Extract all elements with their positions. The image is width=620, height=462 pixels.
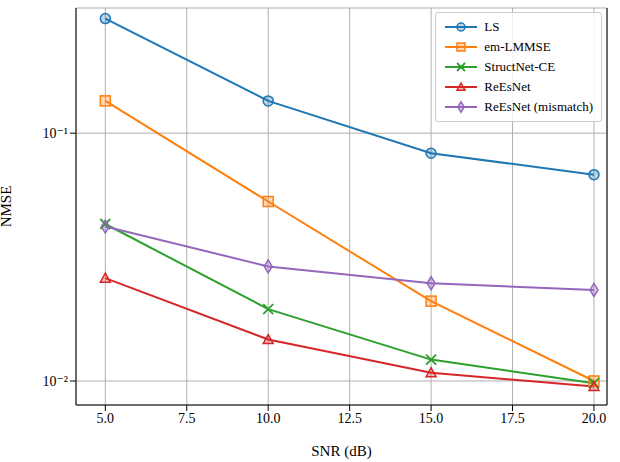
html-text:LS: LS [484,19,500,34]
html-text:em-LMMSE: em-LMMSE [484,39,551,54]
svg-text:17.5: 17.5 [500,411,525,426]
svg-text:10⁻²: 10⁻² [42,374,68,389]
html-text:ReEsNet: ReEsNet [484,79,531,94]
svg-text:5.0: 5.0 [97,411,115,426]
svg-text:10⁻¹: 10⁻¹ [42,126,68,141]
svg-text:10.0: 10.0 [256,411,281,426]
svg-text:NMSE: NMSE [8,186,14,228]
html-text:StructNet-CE: StructNet-CE [484,59,556,74]
html-text:ReEsNet (mismatch): ReEsNet (mismatch) [484,99,593,114]
svg-text:15.0: 15.0 [419,411,444,426]
svg-text:12.5: 12.5 [337,411,362,426]
svg-text:7.5: 7.5 [178,411,196,426]
svg-text:SNR (dB): SNR (dB) [311,443,371,460]
svg-text:20.0: 20.0 [582,411,607,426]
